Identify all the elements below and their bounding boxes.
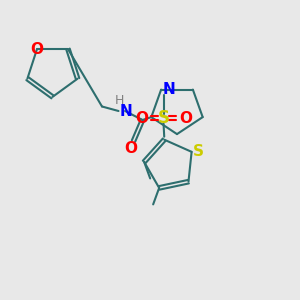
Text: S: S xyxy=(158,109,169,127)
Text: H: H xyxy=(114,94,124,107)
Text: O: O xyxy=(31,42,44,57)
Text: S: S xyxy=(193,144,204,159)
Text: N: N xyxy=(163,82,176,97)
Text: O: O xyxy=(179,111,192,126)
Text: N: N xyxy=(120,103,133,118)
Text: O: O xyxy=(135,111,148,126)
Text: O: O xyxy=(124,141,137,156)
